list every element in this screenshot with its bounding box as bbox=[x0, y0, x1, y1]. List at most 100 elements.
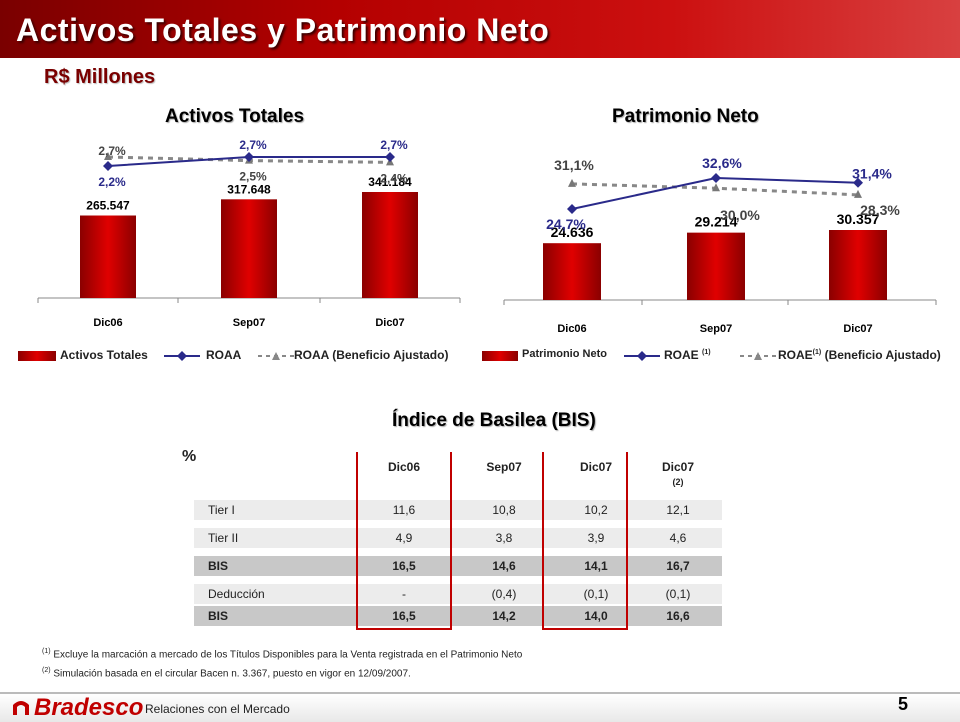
legend-bar-swatch bbox=[18, 351, 56, 361]
table-cell: 16,5 bbox=[392, 559, 416, 573]
footnote-1: (1) Excluye la marcación a mercado de lo… bbox=[42, 644, 522, 663]
footnote-2-sup: (2) bbox=[42, 667, 51, 675]
table-cell: - bbox=[402, 587, 406, 601]
footnote-2-text: Simulación basada en el circular Bacen n… bbox=[53, 668, 411, 680]
table-cell: 11,6 bbox=[392, 503, 416, 517]
solid-point-label: 2,2% bbox=[98, 175, 126, 189]
x-tick-label: Sep07 bbox=[700, 323, 732, 335]
table-cell: 14,2 bbox=[492, 609, 516, 623]
dashed-point-label: 28,3% bbox=[860, 202, 900, 218]
legend-roae-ajustado-text: ROAE bbox=[778, 348, 813, 362]
bar-dic06 bbox=[543, 243, 601, 300]
dashed-point-label: 2,5% bbox=[239, 170, 267, 184]
table-row bbox=[194, 500, 722, 520]
row-label: Deducción bbox=[208, 587, 265, 601]
solid-point-label: 24,7% bbox=[546, 216, 586, 232]
solid-point-label: 31,4% bbox=[852, 166, 892, 182]
bar-dic06 bbox=[80, 215, 136, 298]
dashed-point-label: 30,0% bbox=[720, 207, 760, 223]
table-cell: 16,6 bbox=[666, 609, 690, 623]
footer-section: Relaciones con el Mercado bbox=[145, 702, 290, 716]
column-header: Dic06 bbox=[387, 460, 421, 474]
legend-roae-line-icon bbox=[624, 351, 660, 361]
row-label: Tier I bbox=[208, 503, 235, 517]
point-solid bbox=[244, 152, 254, 162]
legend-roaa-ajustado: ROAA (Beneficio Ajustado) bbox=[294, 348, 449, 362]
activos-chart: 265.547 Dic06 317.648 Sep07 341.184 Dic07 2,7%… bbox=[37, 138, 461, 329]
column-header: Sep07 bbox=[486, 460, 522, 474]
bar-value-label: 265.547 bbox=[86, 198, 130, 212]
legend-roae-text: ROAE bbox=[664, 348, 699, 362]
dashed-point-label: 31,1% bbox=[554, 157, 594, 173]
basilea-unit: % bbox=[182, 448, 197, 465]
table-cell: 10,2 bbox=[584, 503, 608, 517]
bar-sep07 bbox=[221, 199, 277, 298]
legend-roae-dashed-icon bbox=[740, 352, 776, 360]
table-row bbox=[194, 584, 722, 604]
activos-chart-title: Activos Totales bbox=[165, 106, 305, 127]
table-cell: 4,6 bbox=[669, 531, 687, 545]
legend-roaa-line-icon bbox=[164, 351, 200, 361]
table-cell: (0,4) bbox=[491, 587, 517, 601]
x-tick-label: Dic06 bbox=[93, 317, 122, 329]
row-label: BIS bbox=[208, 559, 229, 573]
bar-sep07 bbox=[687, 232, 745, 300]
point-solid bbox=[385, 152, 395, 162]
point-dashed bbox=[712, 183, 720, 192]
point-solid bbox=[103, 161, 113, 171]
legend-roae-ajustado: ROAE(1) (Beneficio Ajustado) bbox=[778, 348, 941, 362]
legend-roae-ajustado-sup: (1) bbox=[812, 349, 822, 356]
table-cell: 4,9 bbox=[395, 531, 413, 545]
row-label: BIS bbox=[208, 609, 229, 623]
title-bar bbox=[0, 0, 960, 58]
table-cell: 14,0 bbox=[584, 609, 608, 623]
x-tick-label: Dic07 bbox=[375, 317, 404, 329]
highlight-box-1 bbox=[542, 452, 628, 630]
table-cell: 14,1 bbox=[584, 559, 608, 573]
patrimonio-chart: 24.636 Dic06 29.214 Sep07 30.357 Dic07 31,1% 30… bbox=[503, 155, 937, 335]
footnote-1-text: Excluye la marcación a mercado de los Tí… bbox=[53, 649, 523, 661]
column-header: Dic07 bbox=[661, 460, 695, 474]
legend-roae-ajustado-rest: (Beneficio Ajustado) bbox=[824, 348, 941, 362]
point-solid bbox=[567, 204, 577, 214]
page-number: 5 bbox=[898, 694, 909, 714]
table-row bbox=[194, 528, 722, 548]
table-cell: 12,1 bbox=[666, 503, 690, 517]
dashed-point-label: 2,4% bbox=[380, 171, 408, 185]
legend-patrimonio-bars: Patrimonio Neto bbox=[522, 348, 607, 360]
brand-logo: Bradesco bbox=[34, 694, 144, 721]
table-cell: 16,5 bbox=[392, 609, 416, 623]
point-solid bbox=[711, 173, 721, 183]
x-tick-label: Dic06 bbox=[557, 323, 586, 335]
table-row bbox=[194, 606, 722, 626]
solid-point-label: 2,7% bbox=[380, 138, 408, 152]
x-tick-label: Dic07 bbox=[843, 323, 872, 335]
bar-dic07 bbox=[362, 192, 418, 298]
legend-roae: ROAE (1) bbox=[664, 348, 711, 362]
point-solid bbox=[853, 177, 863, 188]
bar-value-label: 29.214 bbox=[695, 214, 738, 230]
footnote-1-sup: (1) bbox=[42, 648, 51, 655]
legend-roae-sup: (1) bbox=[702, 349, 711, 356]
activos-legend: Activos Totales ROAA ROAA (Beneficio Aju… bbox=[14, 348, 484, 364]
legend-roaa: ROAA bbox=[206, 348, 242, 362]
patrimonio-legend: Patrimonio Neto ROAE (1) ROAE(1) (Benefi… bbox=[482, 348, 960, 364]
x-tick-label: Sep07 bbox=[233, 317, 265, 329]
highlight-box-0 bbox=[356, 452, 452, 630]
page-subtitle: R$ Millones bbox=[44, 66, 156, 88]
table-cell: 3,9 bbox=[587, 531, 605, 545]
point-dashed bbox=[568, 178, 576, 187]
point-dashed bbox=[854, 189, 862, 198]
patrimonio-chart-title: Patrimonio Neto bbox=[612, 106, 759, 127]
table-cell: 14,6 bbox=[492, 559, 516, 573]
bar-value-label: 317.648 bbox=[227, 182, 271, 196]
basilea-table-title: Índice de Basilea (BIS) bbox=[392, 410, 596, 431]
table-cell: 10,8 bbox=[492, 503, 516, 517]
page-title: Activos Totales y Patrimonio Neto bbox=[16, 12, 550, 48]
dashed-point-label: 2,7% bbox=[98, 144, 126, 158]
table-cell: (0,1) bbox=[665, 587, 691, 601]
footnotes: (1) Excluye la marcación a mercado de lo… bbox=[42, 644, 522, 683]
solid-point-label: 2,7% bbox=[239, 138, 267, 152]
row-label: Tier II bbox=[208, 531, 239, 545]
legend-roaa-dashed-icon bbox=[258, 352, 294, 360]
